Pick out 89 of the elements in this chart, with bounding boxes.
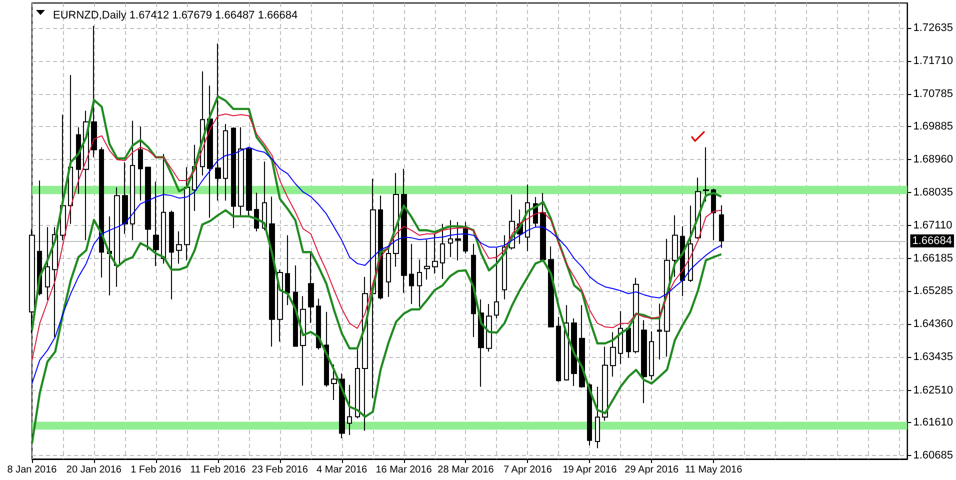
x-tick-label: 4 Mar 2016 — [316, 464, 368, 476]
candlestick — [719, 204, 724, 248]
y-tick-label: 1.72635 — [913, 22, 954, 34]
candlestick — [269, 196, 275, 348]
candlestick — [91, 25, 97, 158]
candlestick — [595, 386, 600, 449]
candlestick — [145, 166, 151, 251]
candlestick — [448, 220, 453, 258]
x-tick-label: 20 Jan 2016 — [66, 464, 122, 476]
candlestick — [223, 123, 228, 202]
candlestick — [331, 364, 337, 400]
candlestick — [316, 298, 321, 350]
candlestick — [401, 168, 407, 294]
candlestick — [672, 214, 678, 278]
candlestick — [99, 146, 104, 278]
y-tick-label: 1.67110 — [913, 220, 952, 232]
candlestick — [548, 246, 554, 328]
candlestick — [417, 259, 422, 308]
x-tick-label: 28 Mar 2016 — [438, 464, 494, 476]
candlestick — [455, 222, 461, 261]
candlestick — [285, 234, 290, 306]
ref-line-label: 1.66684 — [912, 234, 952, 247]
x-tick-label: 11 May 2016 — [685, 464, 743, 476]
candlestick — [231, 126, 236, 229]
candlestick — [657, 303, 662, 360]
candlestick — [440, 223, 445, 280]
y-tick-label: 1.63435 — [913, 351, 954, 364]
x-tick-label: 29 Apr 2016 — [624, 464, 680, 476]
candlestick — [540, 192, 546, 261]
candlestick — [153, 181, 159, 267]
candlestick — [207, 85, 213, 218]
candlestick — [602, 346, 608, 422]
candlestick — [571, 318, 577, 386]
x-tick-label: 1 Feb 2016 — [130, 464, 182, 476]
candlestick — [107, 216, 112, 296]
y-tick-label: 1.60685 — [913, 450, 954, 462]
candlestick — [45, 226, 50, 301]
candlestick — [169, 210, 174, 300]
text: EURNZD,Daily 1.67412 1.67679 1.66487 1.66684 — [53, 10, 298, 22]
candlestick — [176, 230, 182, 264]
candlestick — [649, 330, 654, 380]
candlestick — [703, 146, 709, 202]
candlestick — [308, 253, 314, 324]
candlestick — [494, 247, 499, 319]
candlestick — [618, 310, 623, 365]
candlestick — [486, 304, 492, 352]
candlestick — [76, 126, 81, 194]
candlestick — [68, 74, 73, 224]
line-series — [32, 146, 722, 384]
candlestick — [184, 166, 190, 261]
y-tick-label: 1.69885 — [913, 120, 954, 132]
y-tick-label: 1.61610 — [913, 416, 954, 428]
candlestick — [246, 146, 252, 218]
candlestick — [378, 195, 383, 300]
x-tick-label: 23 Feb 2016 — [252, 464, 308, 476]
candlestick — [130, 120, 135, 241]
x-tick-label: 7 Apr 2016 — [504, 464, 552, 476]
y-tick-label: 1.71710 — [913, 54, 954, 67]
y-tick-label: 1.68960 — [913, 153, 954, 166]
line-series — [30, 209, 722, 444]
x-tick-label: 8 Jan 2016 — [7, 464, 58, 476]
candlestick — [339, 372, 345, 439]
candlestick — [409, 243, 414, 305]
x-tick-label: 11 Feb 2016 — [190, 464, 246, 476]
candlestick — [633, 277, 639, 354]
candlestick — [688, 205, 693, 282]
candlestick — [122, 162, 128, 234]
candlestick — [161, 154, 166, 264]
x-tick-label: 19 Apr 2016 — [562, 464, 618, 476]
candlestick — [610, 332, 616, 378]
candlestick — [347, 384, 352, 436]
y-tick-label: 1.62510 — [913, 384, 954, 396]
y-tick-label: 1.66185 — [913, 252, 954, 265]
candlestick — [60, 114, 66, 241]
candlestick — [463, 222, 468, 254]
candlestick — [138, 126, 143, 202]
x-tick-label: 16 Mar 2016 — [376, 464, 432, 476]
candlestick — [355, 348, 360, 419]
y-tick-label: 1.64360 — [913, 318, 954, 330]
candlestick — [238, 126, 244, 218]
y-tick-label: 1.70785 — [913, 88, 954, 100]
y-tick-label: 1.68035 — [913, 186, 954, 199]
candlestick — [432, 233, 438, 274]
candlestick — [114, 186, 120, 288]
y-tick-label: 1.65285 — [913, 284, 954, 297]
candlestick — [424, 239, 430, 280]
candlestick — [556, 316, 561, 382]
candlestick — [641, 320, 647, 404]
candlestick — [386, 248, 391, 298]
